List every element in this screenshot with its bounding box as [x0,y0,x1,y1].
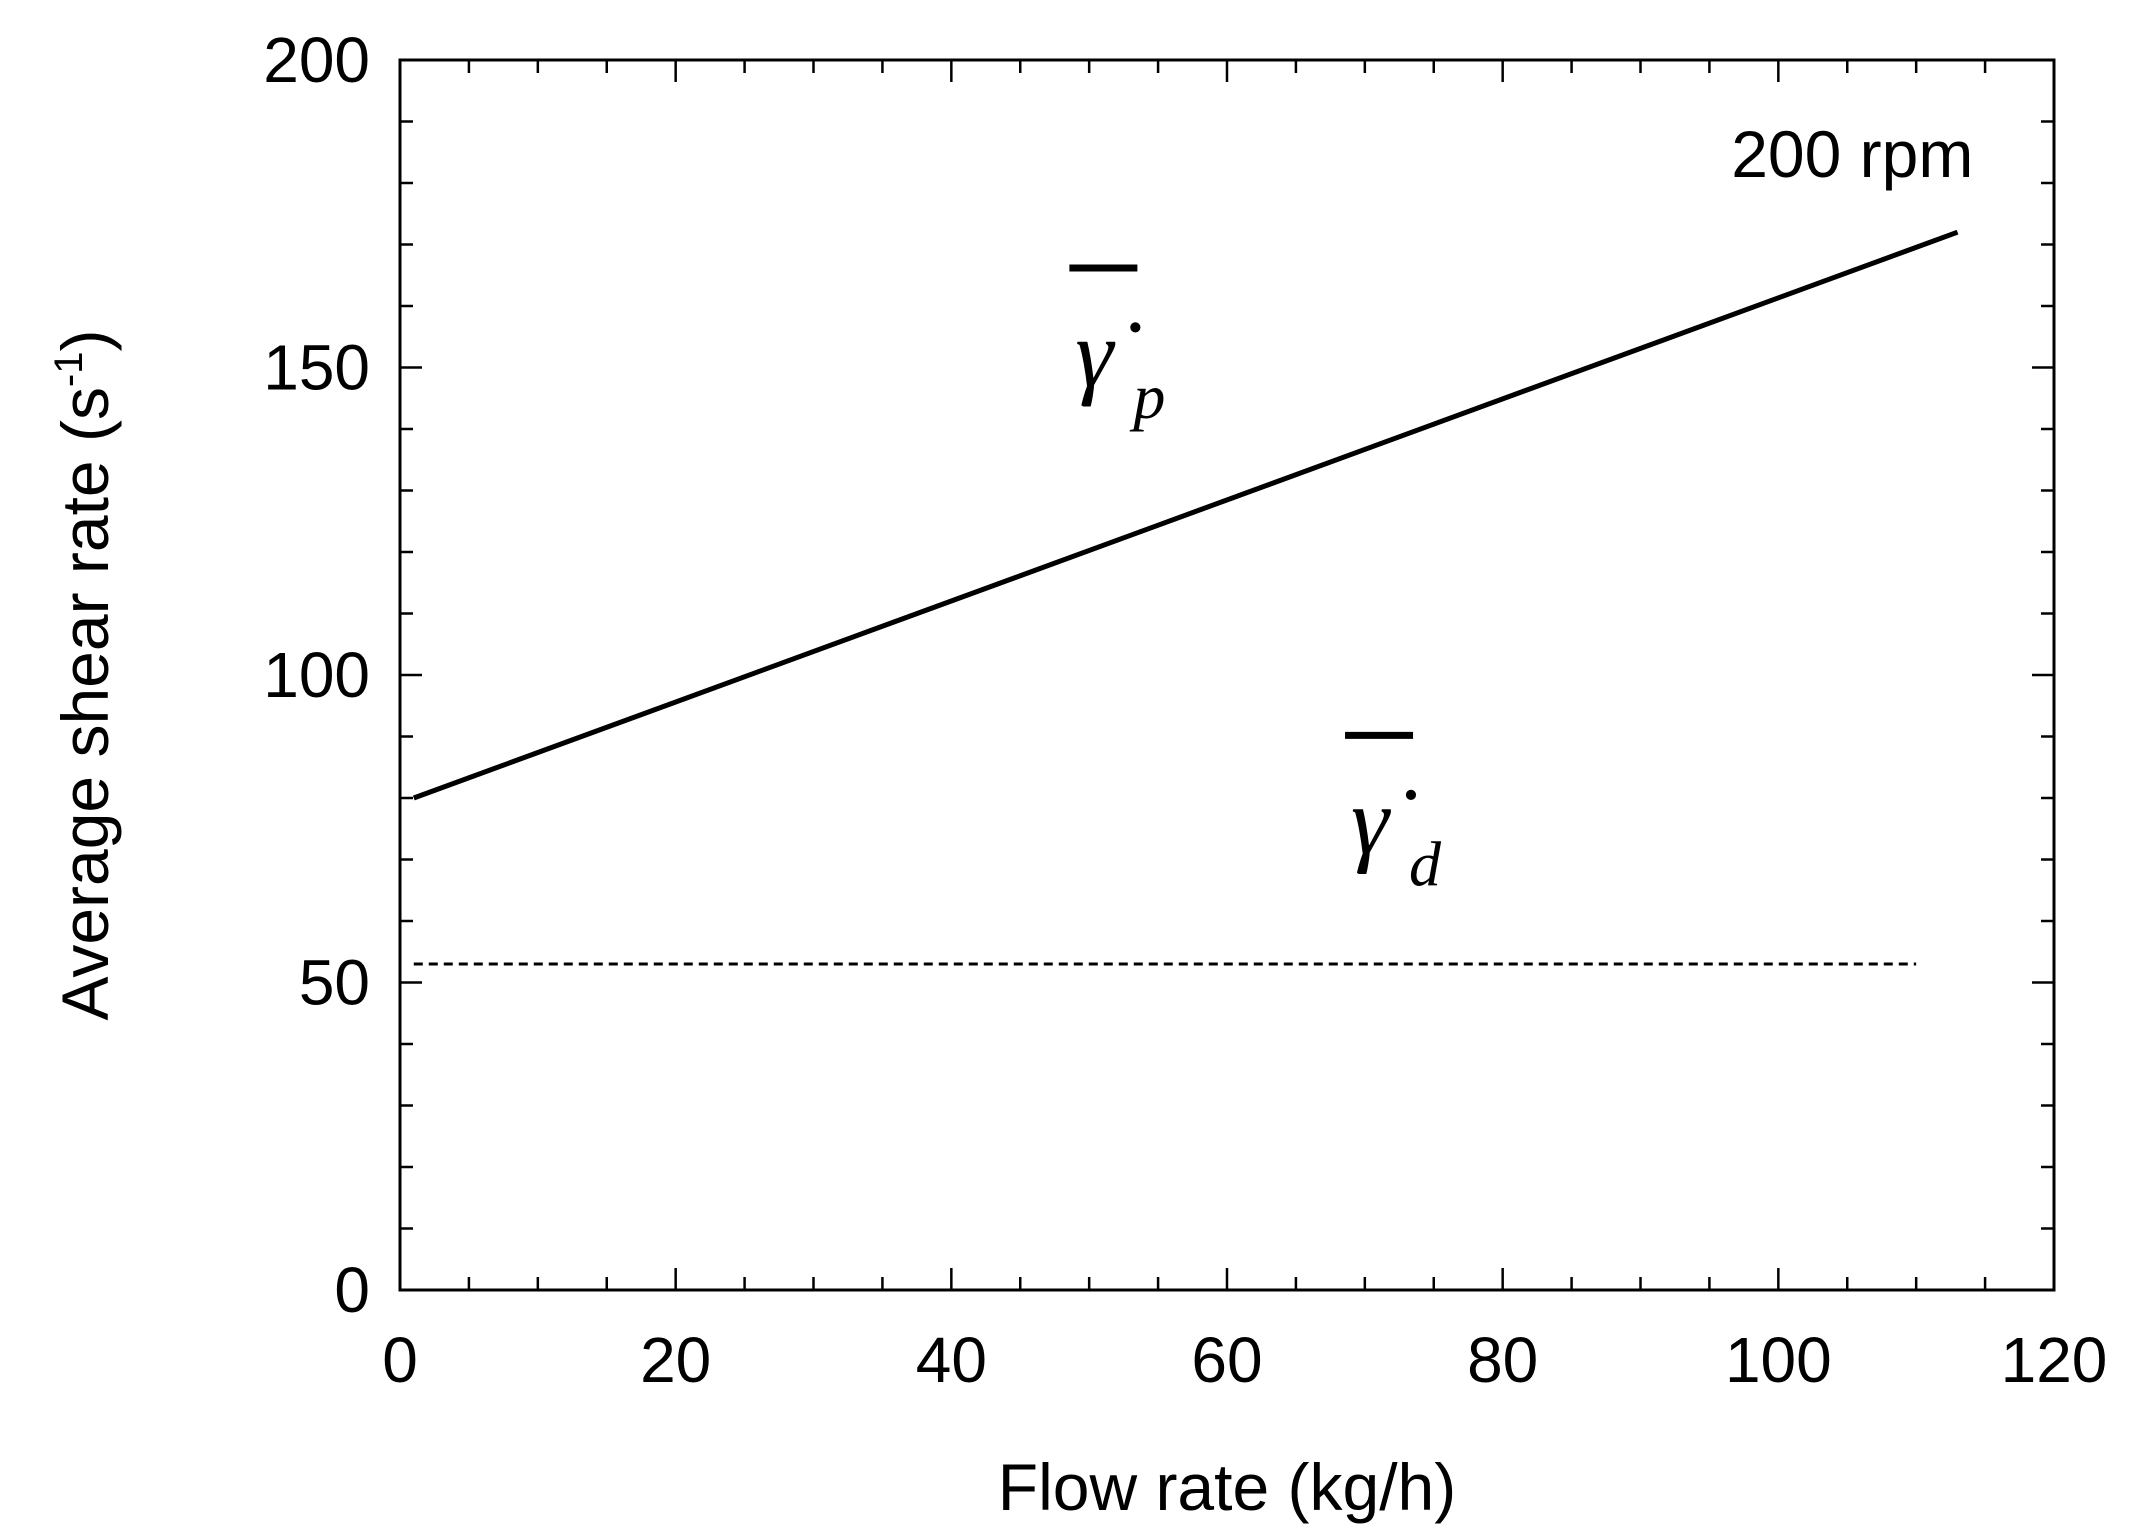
y-axis-title-main: Average shear rate (s [48,387,122,1020]
x-tick-label: 120 [2001,1324,2108,1396]
y-tick-label: 0 [334,1254,370,1326]
x-tick-label: 20 [640,1324,711,1396]
y-tick-label: 150 [263,332,370,404]
series-label-subscript: p [1129,361,1165,432]
x-tick-label: 80 [1467,1324,1538,1396]
y-axis-title-close: ) [48,329,122,351]
series-line-p [412,229,1959,801]
axis-tick-labels: 0 20 40 60 80 100 120 0 50 100 150 200 [263,24,2107,1396]
x-tick-label: 100 [1725,1324,1832,1396]
plot-area [398,58,2056,1292]
y-tick-label: 200 [263,24,370,96]
series-layer [412,229,1959,966]
y-axis-title: Average shear rate (s-1) [47,329,122,1020]
y-tick-label: 50 [299,947,370,1019]
annotation-rpm: 200 rpm [1731,117,1973,191]
y-axis-title-superscript: -1 [47,351,91,387]
y-tick-label: 100 [263,639,370,711]
series-label-subscript: d [1409,828,1442,899]
x-axis-title: Flow rate (kg/h) [998,1450,1456,1524]
axis-ticks [398,58,2056,1292]
x-tick-label: 60 [1191,1324,1262,1396]
x-tick-label: 0 [382,1324,418,1396]
x-tick-label: 40 [916,1324,987,1396]
